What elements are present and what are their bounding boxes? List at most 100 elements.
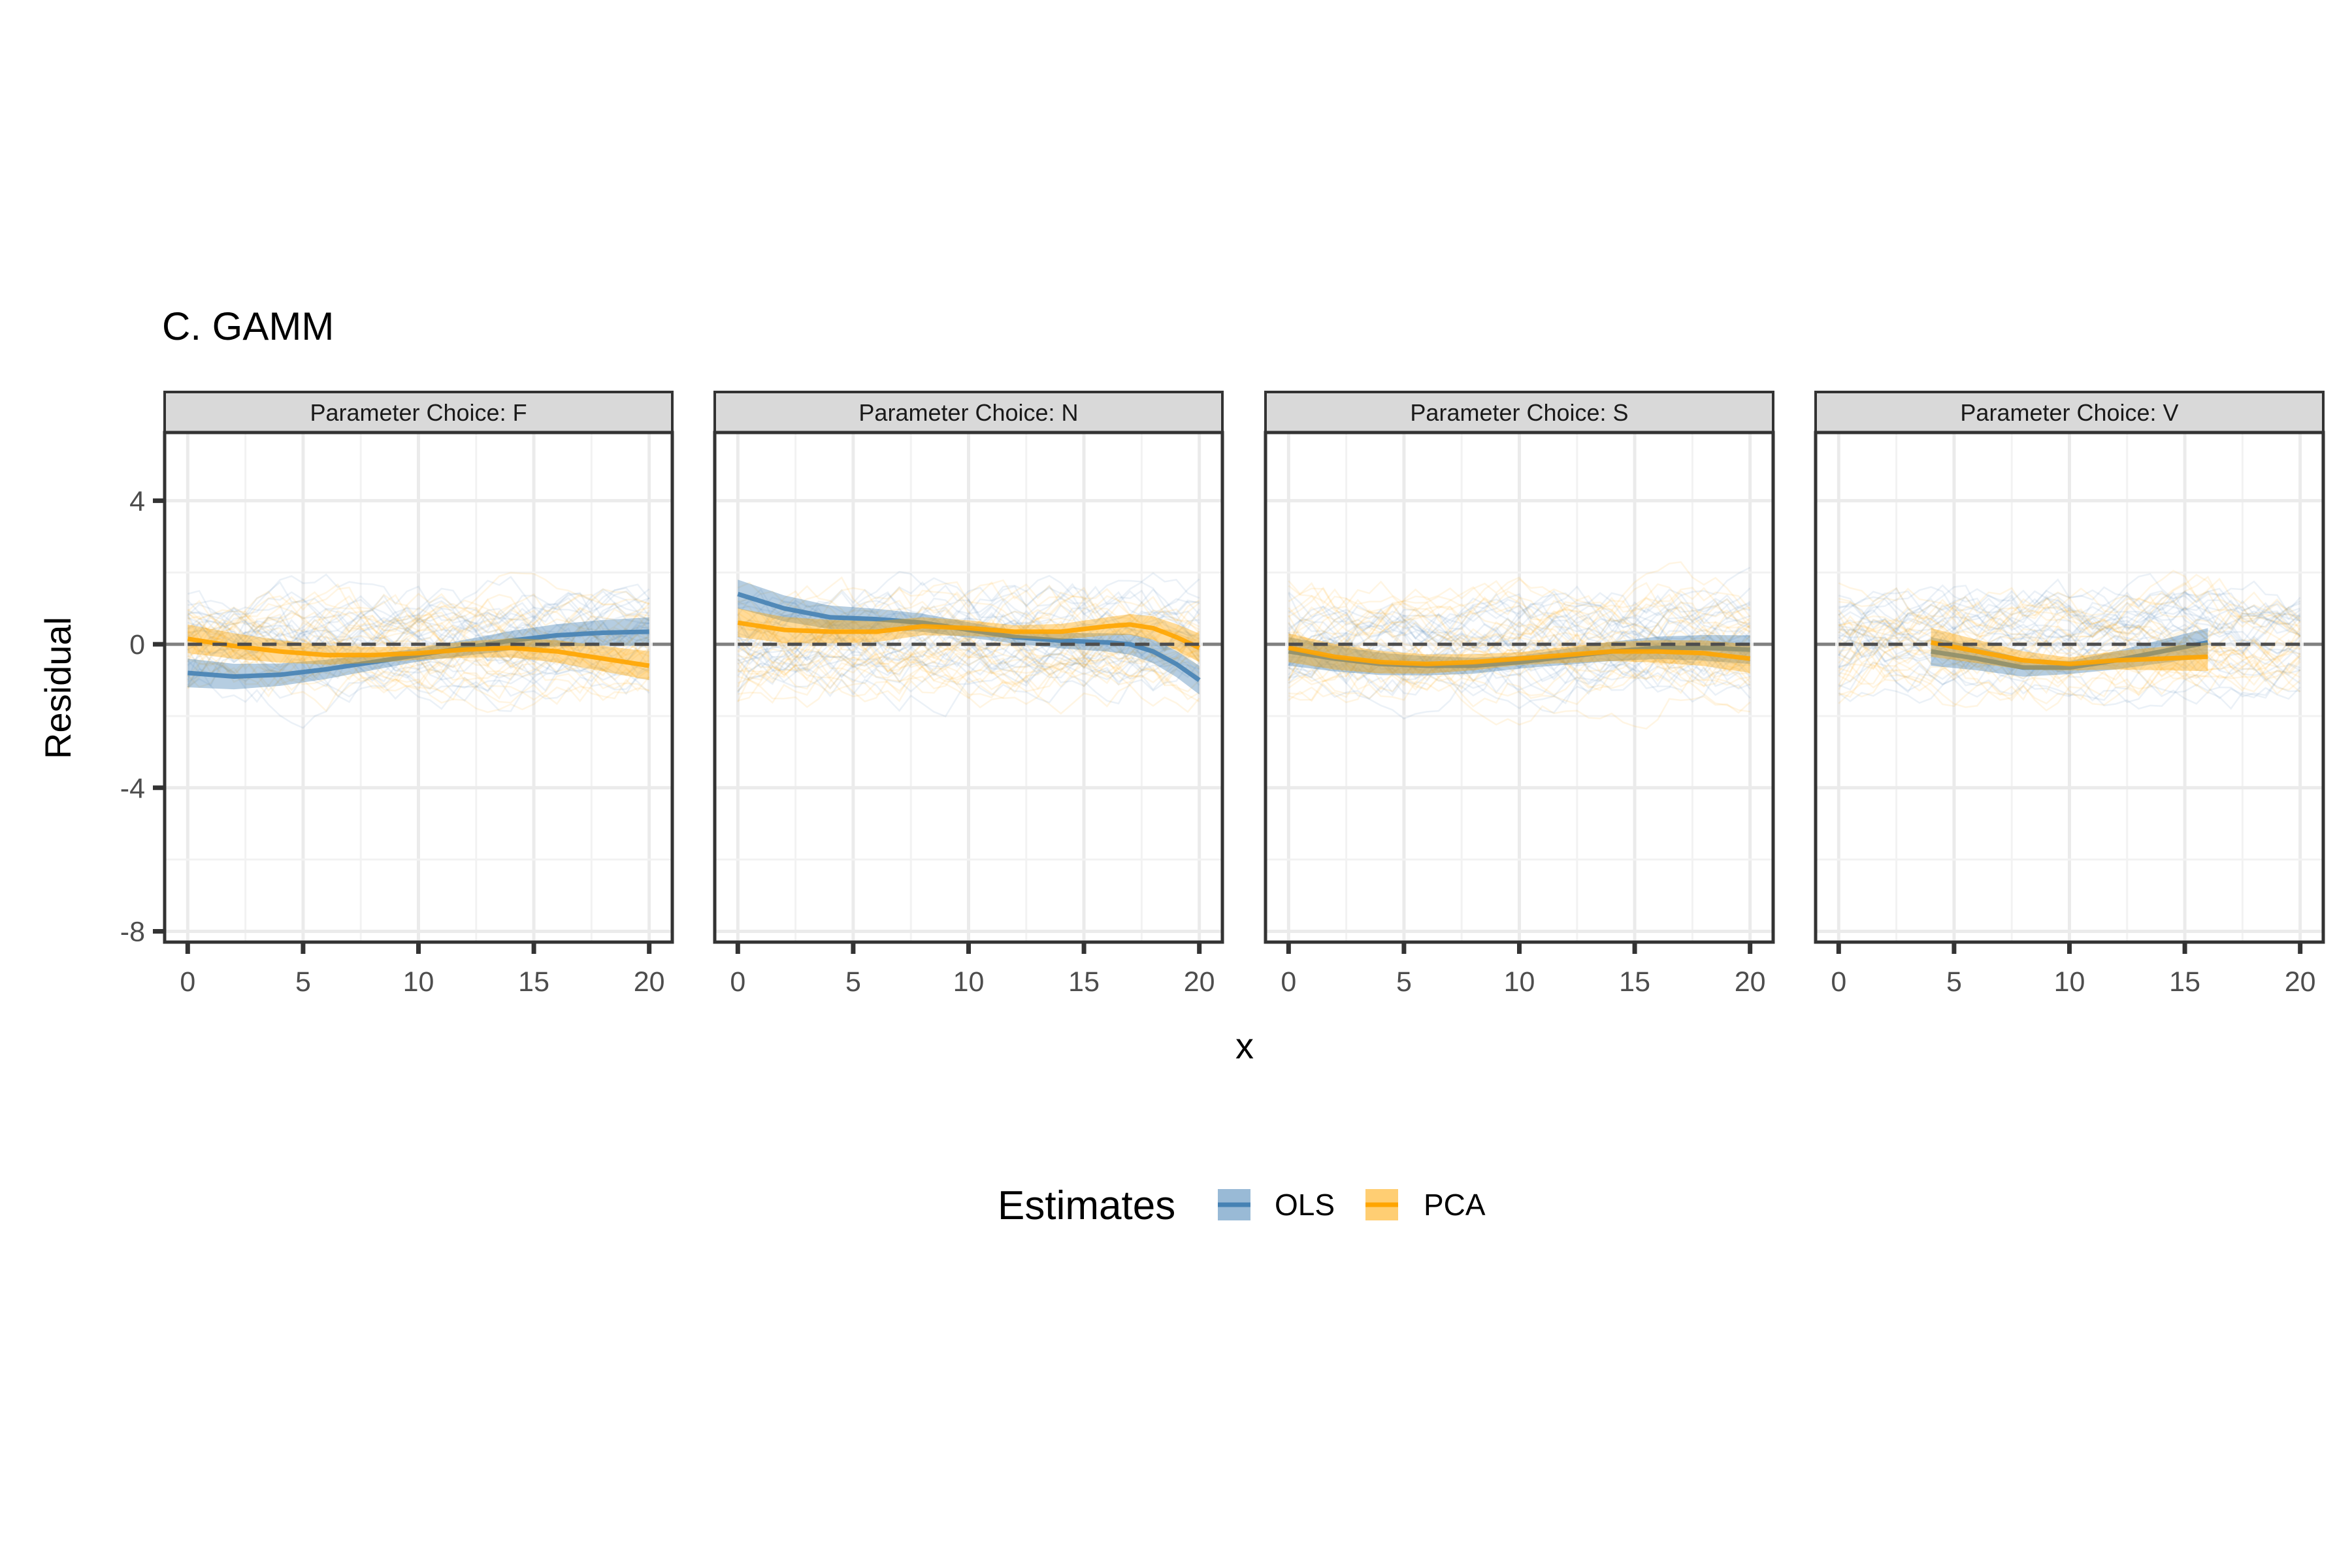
trajectory-line (1838, 617, 2301, 664)
trajectory-line (1838, 598, 2301, 656)
x-tick-label: 5 (1946, 966, 1962, 998)
chart-title: C. GAMM (162, 304, 334, 348)
trajectory-line (1288, 602, 1751, 644)
x-tick-label: 0 (1831, 966, 1846, 998)
facet-panels: Parameter Choice: F0 5 10 15 2040-4-8Paramet… (120, 391, 2325, 998)
trajectory-line (738, 598, 1200, 671)
x-tick-label: 0 (730, 966, 745, 998)
trajectory-line (1288, 594, 1751, 672)
trajectory-line (1838, 619, 2301, 688)
facet-panel: Parameter Choice: V 0 5 10 15 20 (1814, 391, 2325, 998)
trajectory-line (188, 587, 650, 647)
trajectory-line (738, 645, 1200, 709)
trajectory-line (1838, 573, 2301, 648)
trajectory-line (187, 596, 650, 647)
trajectory-line (187, 588, 649, 664)
trajectory-line (737, 638, 1200, 690)
trajectory-line (1838, 610, 2301, 711)
trajectory-line (1838, 596, 2301, 668)
x-tick-label: 5 (1396, 966, 1412, 998)
trajectory-line (187, 601, 650, 653)
trajectory-line (1838, 621, 2301, 678)
trajectory-line (737, 574, 1200, 642)
trajectory-line (1288, 621, 1750, 708)
trajectory-line (187, 590, 649, 681)
trajectory-line (187, 621, 649, 688)
trajectory-line (737, 617, 1200, 702)
legend-title: Estimates (998, 1183, 1175, 1228)
x-tick-label: 20 (2285, 966, 2316, 998)
trajectory-line (1838, 613, 2301, 677)
trajectory-line (1288, 586, 1751, 657)
trajectory-line (1288, 595, 1751, 666)
trajectory-line (1838, 658, 2301, 701)
x-tick-label: 15 (1619, 966, 1650, 998)
trajectory-line (1288, 634, 1750, 697)
trajectory-line (1838, 582, 2301, 661)
trajectory-line (737, 645, 1200, 705)
trajectory-line (1838, 600, 2301, 661)
trajectory-line (1288, 610, 1750, 667)
trajectory-line (1288, 603, 1751, 673)
x-tick-label: 5 (295, 966, 311, 998)
trajectory-line (188, 573, 650, 626)
trajectory-line (738, 660, 1200, 715)
trajectory-line (1838, 584, 2301, 636)
trajectory-line (1288, 580, 1751, 636)
trajectory-line (1288, 588, 1751, 639)
trajectory-line (737, 657, 1200, 713)
x-tick-label: 20 (1735, 966, 1766, 998)
trajectory-line (1838, 587, 2301, 634)
trajectory-line (738, 592, 1200, 661)
trajectory-line (737, 615, 1200, 685)
trajectory-line (187, 626, 649, 674)
trajectory-line (1838, 615, 2301, 668)
trajectory-line (737, 570, 1200, 630)
trajectory-line (1288, 586, 1751, 643)
trajectory-line (1288, 561, 1751, 642)
trajectory-line (737, 586, 1200, 653)
trajectory-line (1288, 601, 1750, 684)
trajectory-line (1838, 596, 2301, 673)
legend-label-pca: PCA (1424, 1188, 1486, 1222)
trajectory-line (1288, 619, 1751, 670)
trajectory-line (187, 648, 650, 729)
trajectory-line (1838, 656, 2301, 710)
trajectory-line (188, 647, 649, 692)
facet-strip-label: Parameter Choice: V (1960, 399, 2178, 426)
trajectory-line (737, 620, 1200, 718)
x-axis-title: x (1235, 1025, 1254, 1066)
trajectory-line (1838, 621, 2301, 708)
trajectory-line (187, 588, 650, 646)
trajectory-line (187, 586, 650, 651)
trajectory-line (737, 576, 1200, 688)
trajectory-line (188, 611, 650, 702)
trajectory-line (187, 614, 650, 659)
trajectory-line (187, 601, 650, 683)
trajectory-line (188, 590, 650, 640)
facet-strip-label: Parameter Choice: N (858, 399, 1078, 426)
x-tick-label: 10 (403, 966, 434, 998)
trajectory-line (737, 610, 1200, 673)
trajectory-line (737, 636, 1200, 686)
x-tick-label: 0 (180, 966, 195, 998)
trajectory-line (1838, 643, 2301, 708)
trajectory-line (1288, 578, 1751, 649)
trajectory-line (737, 602, 1200, 666)
trajectory-line (737, 579, 1200, 672)
trajectory-line (1288, 576, 1751, 645)
trajectory-line (737, 623, 1200, 679)
trajectory-line (1288, 618, 1751, 687)
trajectory-line (187, 587, 649, 643)
facet-strip-label: Parameter Choice: F (310, 399, 527, 426)
trajectory-line (1838, 604, 2301, 671)
legend: Estimates OLS PCA (998, 1183, 1486, 1228)
facet-panel: Parameter Choice: F 0 5 10 15 20 4 0 -4 -8 (120, 391, 674, 998)
trajectory-line (1288, 593, 1751, 651)
trajectory-line (737, 600, 1200, 683)
trajectory-line (187, 646, 650, 700)
trajectory-line (187, 637, 650, 690)
trajectory-line (1288, 659, 1751, 720)
y-tick-label: 0 (129, 629, 145, 661)
